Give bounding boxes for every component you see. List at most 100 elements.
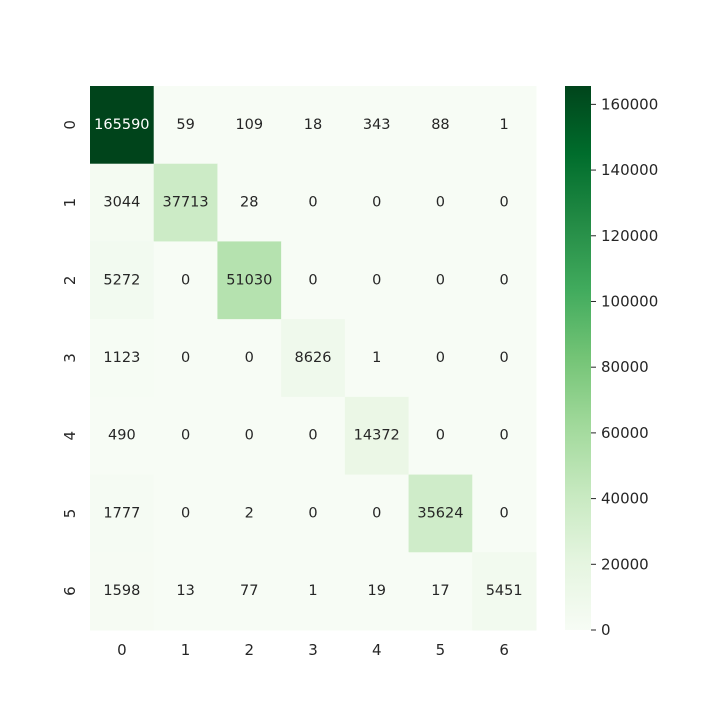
cell-value-r1-c2: 28 xyxy=(240,195,258,211)
cell-value-r6-c5: 17 xyxy=(431,583,449,599)
cell-value-r2-c4: 0 xyxy=(372,272,381,288)
heatmap-cell-r4-c0 xyxy=(90,396,155,476)
x-tick-label: 6 xyxy=(499,641,509,659)
heatmap-cell-r0-c4 xyxy=(344,86,410,165)
heatmap-cell-r2-c3 xyxy=(281,241,346,320)
cell-value-r6-c2: 77 xyxy=(240,583,258,599)
heatmap-cell-r2-c6 xyxy=(472,241,537,320)
heatmap-cell-r6-c5 xyxy=(408,552,473,631)
x-tick-label: 0 xyxy=(117,641,127,659)
cell-value-r4-c0: 490 xyxy=(108,428,136,444)
cell-value-r1-c5: 0 xyxy=(436,195,445,211)
cell-value-r4-c1: 0 xyxy=(181,428,190,444)
cell-value-r1-c3: 0 xyxy=(308,195,317,211)
cell-value-r3-c6: 0 xyxy=(500,350,509,366)
cell-value-r2-c1: 0 xyxy=(181,272,190,288)
heatmap-cell-r5-c2 xyxy=(217,474,282,553)
heatmap-cell-r1-c3 xyxy=(281,163,346,242)
heatmap-cell-r0-c3 xyxy=(281,86,346,165)
x-tick-label: 1 xyxy=(181,641,191,659)
y-tick-label: 2 xyxy=(61,276,79,286)
x-axis: 0 1 2 3 4 5 6 xyxy=(117,641,509,659)
cell-value-r5-c1: 0 xyxy=(181,505,190,521)
heatmap-cell-r4-c3 xyxy=(281,396,346,476)
heatmap-cell-r4-c5 xyxy=(408,396,473,476)
colorbar-tick-label: 20000 xyxy=(601,555,649,573)
cell-value-r6-c4: 19 xyxy=(367,583,385,599)
cell-value-r3-c2: 0 xyxy=(245,350,254,366)
heatmap-cell-r5-c0 xyxy=(90,474,155,553)
cell-value-r2-c0: 5272 xyxy=(103,272,140,288)
cell-value-r0-c1: 59 xyxy=(176,117,194,133)
heatmap-cell-r5-c3 xyxy=(281,474,346,553)
y-tick-label: 0 xyxy=(61,120,79,130)
heatmap-cell-r1-c5 xyxy=(408,163,473,242)
heatmap-cell-r5-c1 xyxy=(153,474,218,553)
colorbar-tick-label: 100000 xyxy=(601,292,658,310)
cell-value-r0-c0: 165590 xyxy=(94,117,149,133)
colorbar-tick-label: 140000 xyxy=(601,161,658,179)
heatmap-cell-r6-c1 xyxy=(153,552,218,631)
cell-value-r1-c1: 37713 xyxy=(163,195,209,211)
heatmap-cell-r3-c1 xyxy=(153,319,218,398)
heatmap-cell-r6-c6 xyxy=(472,552,537,631)
heatmap-cell-r0-c6 xyxy=(472,86,537,165)
heatmap-cell-r3-c2 xyxy=(217,319,282,398)
cell-value-r6-c6: 5451 xyxy=(486,583,523,599)
colorbar-tick-label: 80000 xyxy=(601,358,649,376)
heatmap-cell-r2-c5 xyxy=(408,241,473,320)
cell-value-r1-c4: 0 xyxy=(372,195,381,211)
cell-value-r5-c4: 0 xyxy=(372,505,381,521)
colorbar-tick-label: 120000 xyxy=(601,227,658,245)
colorbar-tick-label: 0 xyxy=(601,621,611,639)
cell-value-r4-c5: 0 xyxy=(436,428,445,444)
y-tick-label: 4 xyxy=(61,431,79,441)
cell-value-r4-c3: 0 xyxy=(308,428,317,444)
cell-value-r5-c5: 35624 xyxy=(417,505,463,521)
heatmap-cell-r0-c5 xyxy=(408,86,473,165)
y-tick-label: 6 xyxy=(61,586,79,596)
cell-value-r6-c3: 1 xyxy=(308,583,317,599)
colorbar-gradient xyxy=(565,86,591,630)
cell-value-r0-c5: 88 xyxy=(431,117,449,133)
heatmap-cell-r5-c6 xyxy=(472,474,537,553)
heatmap-cell-r6-c4 xyxy=(344,552,410,631)
cell-value-r0-c4: 343 xyxy=(363,117,391,133)
heatmap-cell-r2-c4 xyxy=(344,241,410,320)
heatmap-cell-r3-c5 xyxy=(408,319,473,398)
cell-value-r5-c3: 0 xyxy=(308,505,317,521)
heatmap-cell-r2-c1 xyxy=(153,241,218,320)
heatmap-cell-r1-c6 xyxy=(472,163,537,242)
cell-value-r4-c4: 14372 xyxy=(354,428,400,444)
heatmap-cell-r3-c4 xyxy=(344,319,410,398)
heatmap-cell-r5-c5 xyxy=(408,474,473,553)
y-tick-label: 3 xyxy=(61,353,79,363)
heatmap-cell-r3-c3 xyxy=(281,319,346,398)
cell-value-r3-c4: 1 xyxy=(372,350,381,366)
cell-value-r1-c6: 0 xyxy=(500,195,509,211)
cell-value-r5-c2: 2 xyxy=(245,505,254,521)
heatmap-cell-r1-c2 xyxy=(217,163,282,242)
heatmap-cell-r6-c2 xyxy=(217,552,282,631)
colorbar-tick-label: 40000 xyxy=(601,490,649,508)
cell-value-r3-c0: 1123 xyxy=(103,350,140,366)
y-tick-label: 1 xyxy=(61,198,79,208)
cell-value-r2-c6: 0 xyxy=(500,272,509,288)
heatmap-cell-r4-c2 xyxy=(217,396,282,476)
cell-value-r4-c6: 0 xyxy=(500,428,509,444)
heatmap-cell-r4-c1 xyxy=(153,396,218,476)
cell-value-r5-c6: 0 xyxy=(500,505,509,521)
x-tick-label: 4 xyxy=(372,641,382,659)
x-tick-label: 5 xyxy=(436,641,446,659)
cell-value-r5-c0: 1777 xyxy=(103,505,140,521)
heatmap-cell-r1-c1 xyxy=(153,163,218,242)
cell-value-r2-c5: 0 xyxy=(436,272,445,288)
heatmap-cell-r4-c4 xyxy=(344,396,410,476)
heatmap-cell-r0-c0 xyxy=(90,86,155,165)
cell-value-r2-c3: 0 xyxy=(308,272,317,288)
heatmap-cell-r3-c0 xyxy=(90,319,155,398)
heatmap-cell-r2-c0 xyxy=(90,241,155,320)
cell-value-r6-c0: 1598 xyxy=(103,583,140,599)
cell-value-r0-c2: 109 xyxy=(235,117,263,133)
cell-value-r3-c3: 8626 xyxy=(295,350,332,366)
